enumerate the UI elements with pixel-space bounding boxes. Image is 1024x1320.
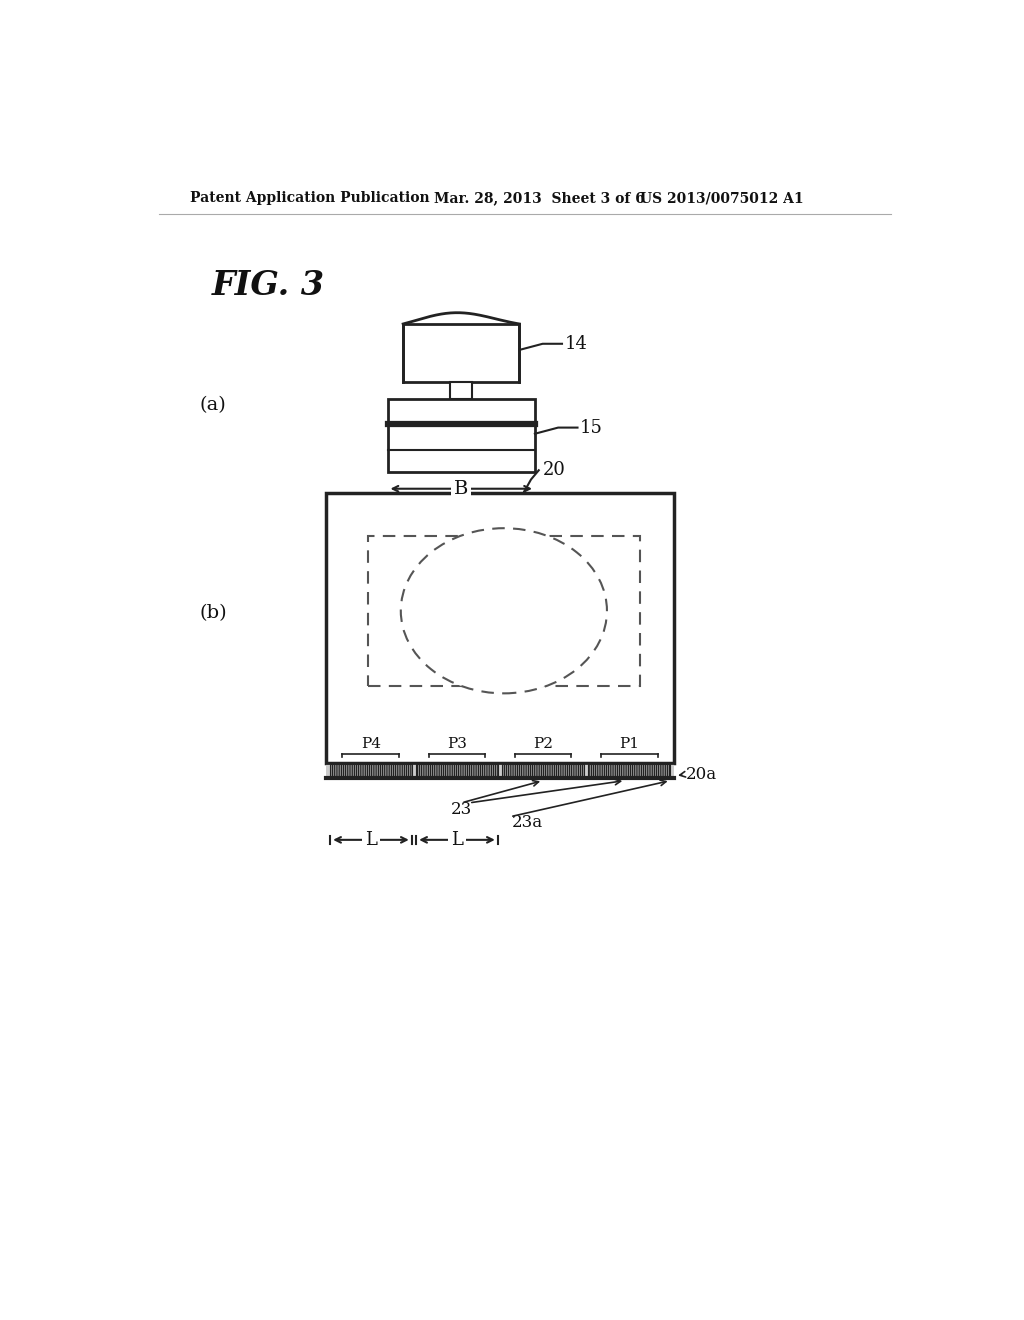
Bar [326,494,675,763]
Text: 20a: 20a [686,766,717,783]
Text: B: B [454,479,468,498]
Ellipse shape [400,528,607,693]
Text: P2: P2 [534,737,553,751]
Text: 20: 20 [543,461,565,479]
Text: P3: P3 [447,737,467,751]
Bar [388,399,535,471]
Bar [417,763,498,777]
Text: FIG. 3: FIG. 3 [212,269,325,302]
Text: (a): (a) [200,396,226,413]
Text: US 2013/0075012 A1: US 2013/0075012 A1 [640,191,803,206]
Text: Mar. 28, 2013  Sheet 3 of 6: Mar. 28, 2013 Sheet 3 of 6 [434,191,645,206]
Text: 23: 23 [451,800,472,817]
Text: L: L [451,830,463,849]
Text: L: L [365,830,377,849]
Bar [451,381,472,399]
Bar [503,763,584,777]
Text: 14: 14 [564,335,587,352]
Bar [326,763,675,779]
Text: 15: 15 [580,418,603,437]
Bar [369,536,640,686]
Text: P1: P1 [620,737,639,751]
Bar [589,763,670,777]
Text: P4: P4 [361,737,381,751]
Text: Patent Application Publication: Patent Application Publication [190,191,430,206]
Bar [403,323,519,381]
Text: (b): (b) [200,603,227,622]
Polygon shape [403,313,519,323]
Text: 23a: 23a [512,814,543,832]
Bar [331,763,412,777]
